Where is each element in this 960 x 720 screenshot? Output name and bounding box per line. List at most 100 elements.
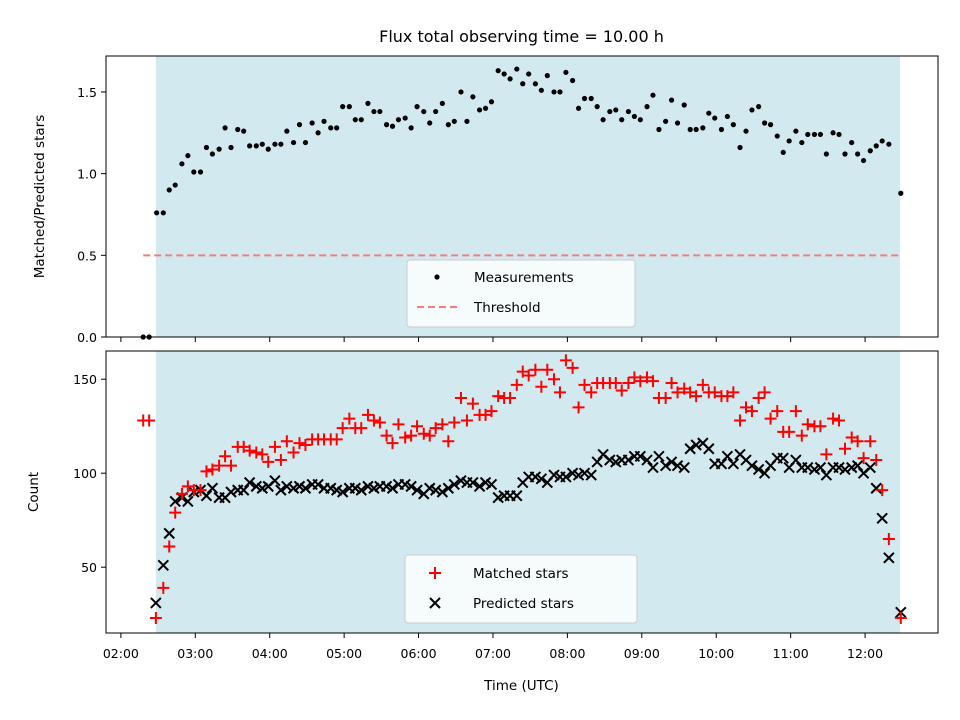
matched-point xyxy=(194,484,207,497)
predicted-point xyxy=(411,484,423,496)
measurement-point xyxy=(817,131,824,138)
matched-point xyxy=(696,378,709,391)
matched-point xyxy=(466,397,479,410)
matched-point xyxy=(336,422,349,435)
predicted-point xyxy=(169,495,181,508)
matched-point xyxy=(219,450,232,463)
matched-point xyxy=(225,459,238,472)
measurement-point xyxy=(842,151,848,157)
x-tick-label: 11:00 xyxy=(773,646,809,661)
predicted-stars-series xyxy=(150,437,907,619)
x-tick-label: 02:00 xyxy=(103,646,139,661)
measurement-point xyxy=(408,125,414,131)
predicted-point xyxy=(876,512,888,525)
measurement-point xyxy=(389,123,396,129)
predicted-point xyxy=(684,443,696,455)
predicted-point xyxy=(690,439,702,451)
measurement-point xyxy=(185,153,191,159)
matched-point xyxy=(330,433,343,446)
predicted-point xyxy=(671,459,684,472)
measurement-point xyxy=(482,105,489,111)
measurement-point xyxy=(687,126,693,133)
measurement-point xyxy=(619,117,625,123)
measurement-point xyxy=(433,108,439,115)
measurement-point xyxy=(836,131,842,138)
measurement-point xyxy=(228,144,234,151)
predicted-point xyxy=(678,461,690,474)
predicted-point xyxy=(634,450,647,462)
predicted-point xyxy=(659,459,672,472)
predicted-point xyxy=(157,559,170,572)
x-axis-label: Time (UTC) xyxy=(483,678,559,694)
matched-point xyxy=(262,455,275,468)
matched-point xyxy=(572,401,585,414)
predicted-point xyxy=(355,484,367,496)
predicted-point xyxy=(429,484,442,496)
measurement-point xyxy=(241,128,247,134)
top-panel: 0.0 0.5 1.0 1.5 Matched/Predicted stars Mea… xyxy=(32,55,939,345)
measurement-point xyxy=(594,104,600,110)
measurement-point xyxy=(172,182,178,188)
measurement-point xyxy=(700,125,706,131)
top-y-tick-label: 0.0 xyxy=(77,330,97,345)
top-y-tick-label: 0.5 xyxy=(77,248,97,263)
measurement-point xyxy=(334,125,340,131)
matched-point xyxy=(857,452,870,465)
measurement-point xyxy=(551,89,557,95)
measurement-point xyxy=(544,73,550,79)
legend-measurements-label: Measurements xyxy=(474,270,574,286)
measurement-point xyxy=(439,100,445,106)
measurement-point xyxy=(650,92,656,98)
predicted-point xyxy=(243,476,256,489)
predicted-point xyxy=(436,486,449,498)
predicted-point xyxy=(200,490,213,502)
measurement-point xyxy=(774,133,780,139)
measurement-point xyxy=(663,118,669,124)
matched-point xyxy=(578,378,591,391)
bottom-axis-ticks: 02:00 03:00 04:00 05:00 06:00 07:00 08:00 09:00… xyxy=(73,372,883,661)
matched-point xyxy=(460,414,473,427)
measurement-point xyxy=(724,113,730,120)
matched-point xyxy=(361,408,374,421)
matched-point xyxy=(882,533,895,545)
matched-point xyxy=(213,459,226,472)
matched-point xyxy=(758,386,771,399)
measurement-point xyxy=(395,117,402,123)
predicted-point xyxy=(790,454,802,466)
predicted-point xyxy=(281,480,293,493)
measurement-point xyxy=(371,108,377,115)
matched-point xyxy=(827,412,840,425)
predicted-point xyxy=(839,463,851,476)
measurement-point xyxy=(514,66,520,72)
matched-point xyxy=(541,363,554,376)
matched-point xyxy=(820,448,833,461)
measurement-point xyxy=(737,144,743,151)
predicted-point xyxy=(511,490,523,502)
top-legend-box xyxy=(406,259,636,328)
matched-point xyxy=(423,429,436,442)
legend-measurements-marker xyxy=(434,274,440,280)
matched-point xyxy=(268,440,281,453)
matched-point xyxy=(634,375,647,388)
measurement-point xyxy=(823,151,829,157)
measurement-point xyxy=(259,141,265,147)
measurement-point xyxy=(637,117,643,123)
predicted-point xyxy=(269,475,281,487)
matched-point xyxy=(492,390,505,403)
matched-point xyxy=(454,392,467,404)
matched-point xyxy=(373,416,386,429)
matched-point xyxy=(355,422,368,435)
matched-point xyxy=(734,414,747,427)
measurement-point xyxy=(427,120,433,126)
legend-predicted-marker xyxy=(429,597,441,609)
bottom-y-tick-label: 50 xyxy=(81,560,97,575)
measurement-point xyxy=(656,126,662,133)
matched-point xyxy=(795,429,808,442)
measurement-point xyxy=(191,169,197,175)
predicted-point xyxy=(535,473,548,485)
matched-point xyxy=(200,465,213,478)
measurement-point xyxy=(284,128,290,134)
measurement-point xyxy=(209,151,216,157)
matched-point xyxy=(609,376,622,389)
